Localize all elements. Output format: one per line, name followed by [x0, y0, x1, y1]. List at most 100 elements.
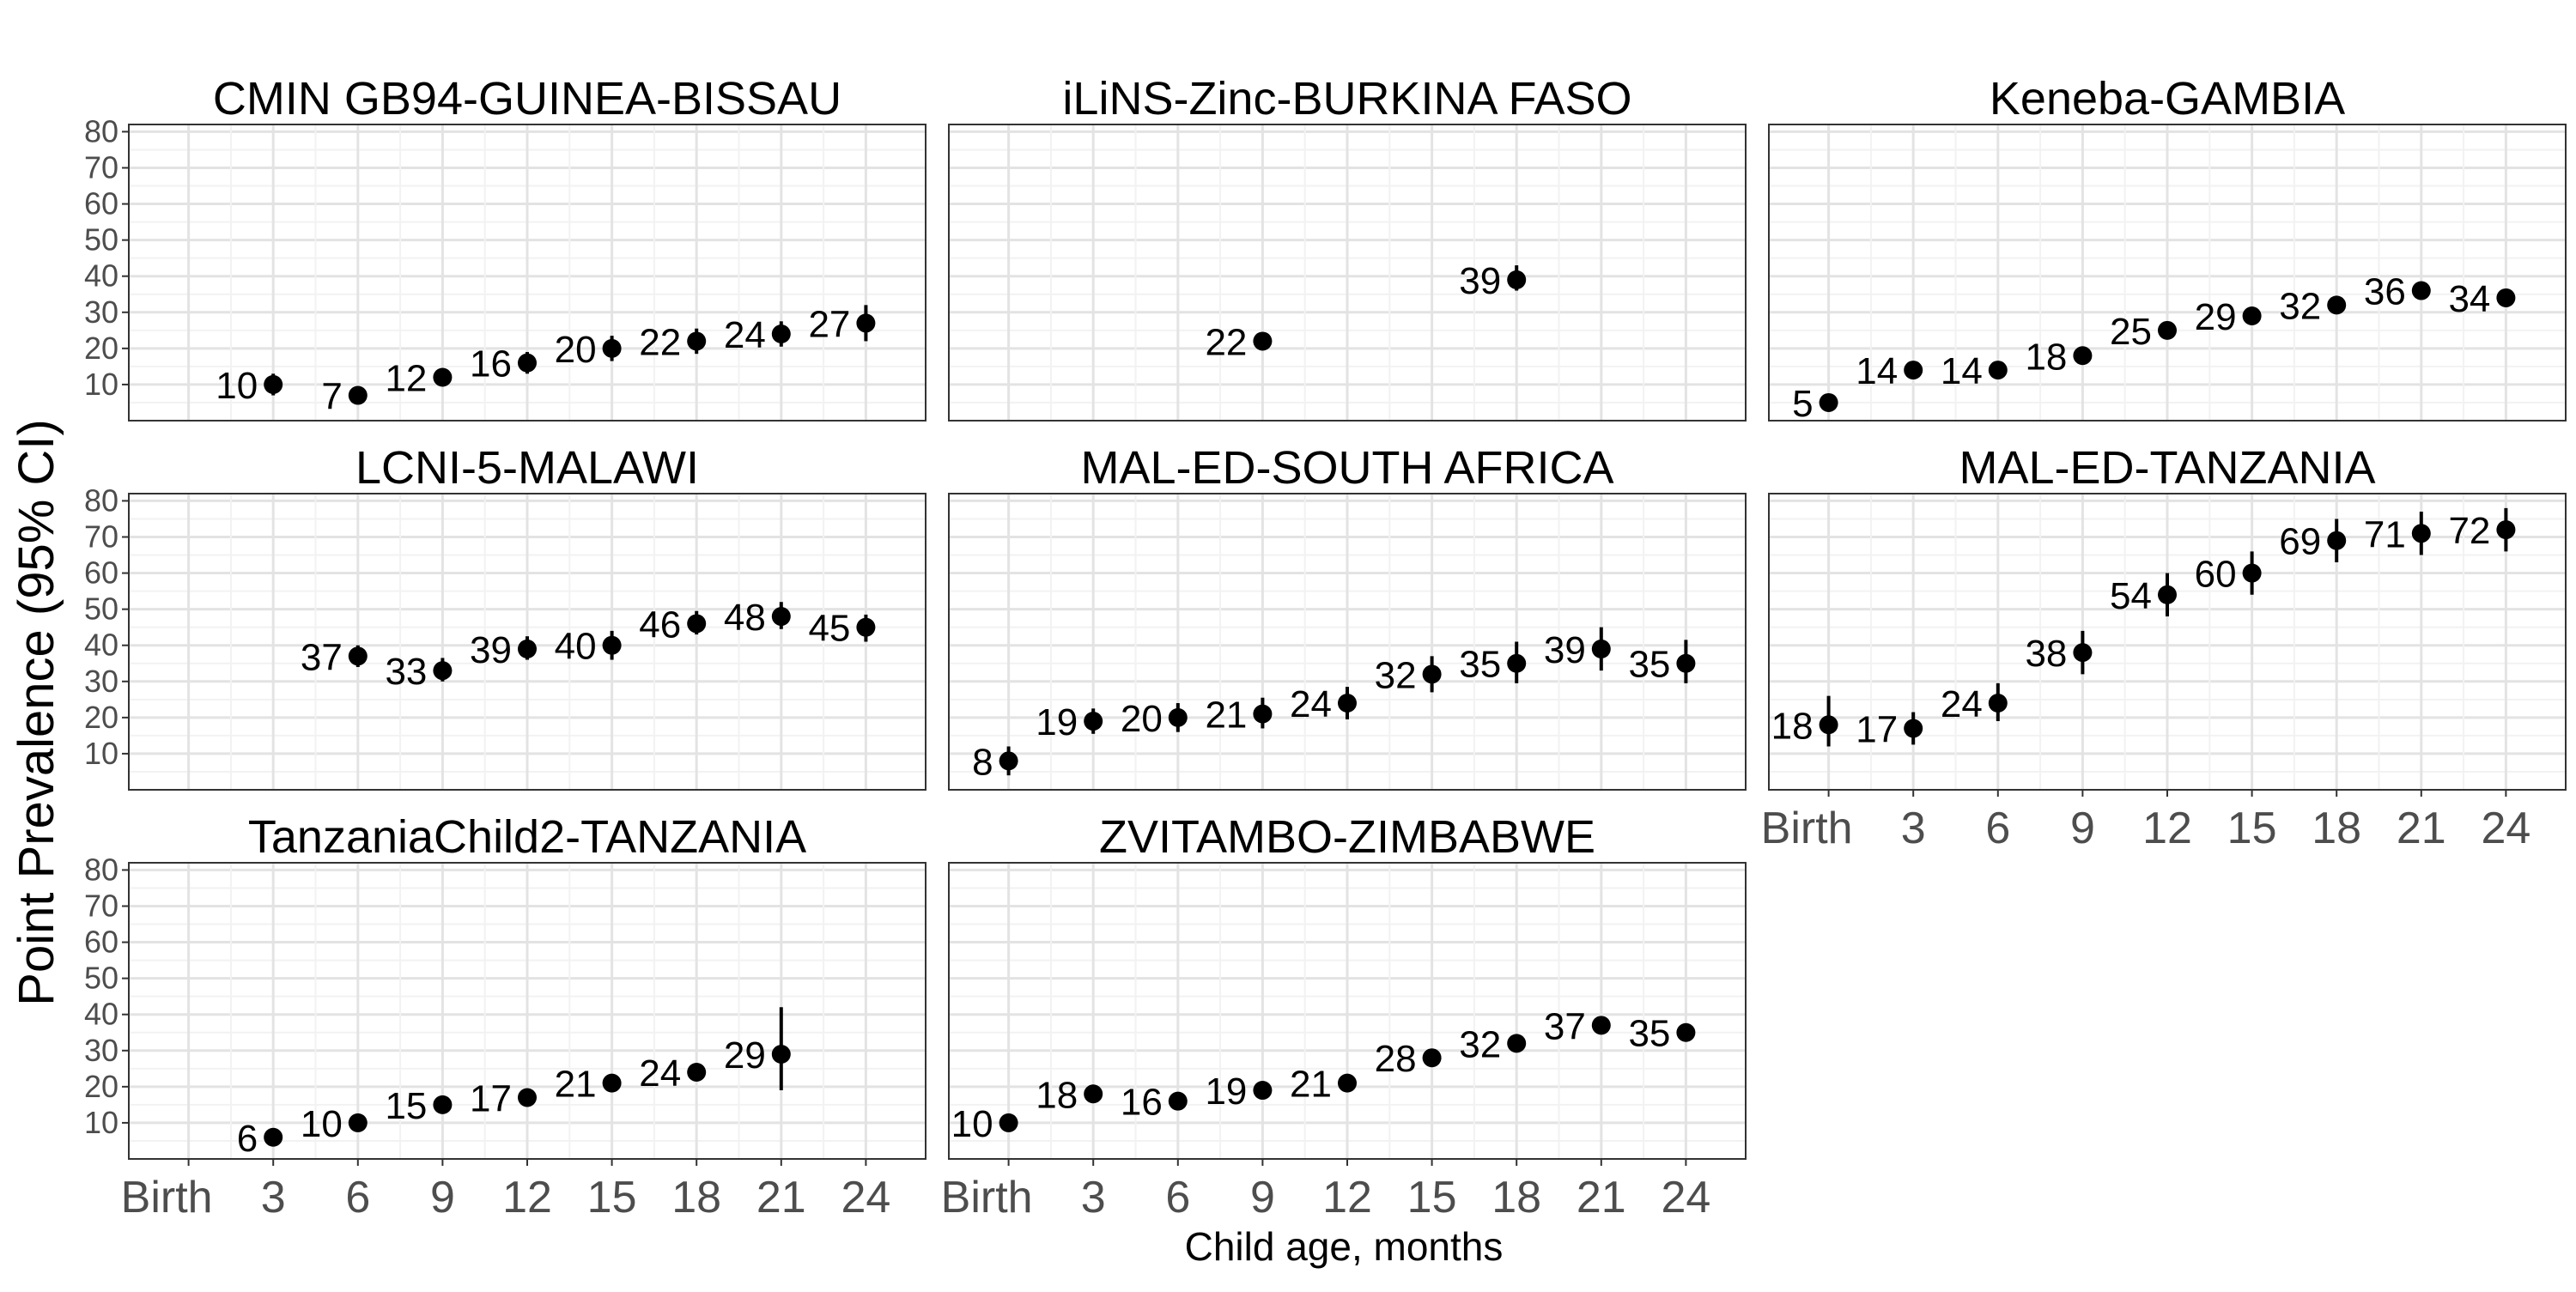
data-point — [433, 661, 453, 681]
data-label: 37 — [301, 636, 343, 678]
data-point — [264, 1127, 283, 1147]
data-point — [348, 385, 368, 405]
data-point — [1988, 694, 2008, 713]
data-label: 60 — [2195, 554, 2237, 596]
data-point — [1253, 1081, 1273, 1101]
data-label: 37 — [1544, 1005, 1586, 1047]
x-tick-label: 3 — [1081, 1173, 1106, 1222]
data-label: 19 — [1036, 701, 1078, 743]
panel-2: iLiNS-Zinc-BURKINA FASO 22 39 — [948, 73, 1747, 422]
data-point — [1988, 361, 2008, 380]
data-point — [1422, 1048, 1442, 1068]
data-label: 39 — [1544, 629, 1586, 671]
data-label: 45 — [808, 608, 850, 650]
data-point — [2242, 306, 2262, 325]
y-tick-label: 40 — [84, 258, 118, 294]
data-label: 29 — [724, 1034, 766, 1077]
data-label: 8 — [972, 741, 993, 783]
data-label: 21 — [1290, 1064, 1332, 1106]
data-label: 19 — [1205, 1071, 1247, 1113]
y-tick-label: 40 — [84, 628, 118, 663]
data-label: 18 — [1771, 705, 1814, 747]
y-tick-label: 30 — [84, 294, 118, 330]
panel-7: TanzaniaChild2-TANZANIA1020304050607080B… — [84, 811, 927, 1222]
panel-border — [1768, 124, 2567, 422]
data-label: 24 — [1941, 683, 1983, 725]
data-label: 35 — [1459, 644, 1501, 686]
x-tick-label: 18 — [2312, 804, 2361, 853]
data-label: 46 — [639, 604, 681, 646]
data-point — [1084, 712, 1103, 731]
data-point — [1904, 361, 1923, 380]
data-point — [602, 1073, 622, 1093]
data-label: 17 — [470, 1077, 512, 1119]
data-point — [1591, 1016, 1611, 1035]
data-point — [2327, 295, 2347, 315]
data-point — [2073, 643, 2093, 663]
data-label: 32 — [1459, 1023, 1501, 1065]
data-point — [1676, 1022, 1696, 1042]
x-tick-label: 12 — [2142, 804, 2192, 853]
panel-title: Keneba-GAMBIA — [1990, 73, 2345, 124]
data-label: 20 — [1121, 698, 1163, 740]
data-label: 54 — [2110, 575, 2152, 617]
y-tick-label: 20 — [84, 331, 118, 366]
data-label: 20 — [555, 329, 597, 371]
data-point — [1819, 392, 1838, 412]
data-point — [1507, 270, 1527, 289]
data-label: 10 — [216, 365, 258, 407]
data-label: 12 — [385, 358, 427, 400]
panel-3: Keneba-GAMBIA 5 14 14 18 25 29 32 36 34 — [1768, 73, 2567, 425]
y-tick-label: 10 — [84, 1105, 118, 1140]
x-tick-label: 6 — [345, 1173, 370, 1222]
panel-title: CMIN GB94-GUINEA-BISSAU — [213, 73, 841, 124]
x-tick-label: 24 — [841, 1173, 890, 1222]
data-point — [771, 325, 791, 344]
data-point — [602, 338, 622, 358]
data-label: 32 — [1375, 654, 1417, 696]
x-tick-label: 18 — [1492, 1173, 1541, 1222]
y-tick-label: 30 — [84, 1033, 118, 1068]
data-label: 39 — [470, 629, 512, 671]
data-point — [2496, 288, 2516, 307]
x-tick-label: 15 — [587, 1173, 637, 1222]
data-point — [1507, 653, 1527, 673]
data-label: 16 — [470, 343, 512, 385]
x-tick-label: 3 — [1901, 804, 1926, 853]
panel-border — [128, 124, 927, 422]
panel-8: ZVITAMBO-ZIMBABWE Birth 3 6 9 12 15 18 21 24 10 18 1… — [941, 811, 1747, 1222]
y-tick-label: 40 — [84, 997, 118, 1032]
x-tick-label: Birth — [941, 1173, 1033, 1222]
y-tick-label: 70 — [84, 519, 118, 554]
data-point — [687, 614, 707, 634]
data-point — [518, 353, 537, 373]
panel-title: MAL-ED-SOUTH AFRICA — [1080, 442, 1613, 494]
data-point — [1168, 1091, 1188, 1111]
data-label: 24 — [724, 314, 766, 356]
x-tick-label: 9 — [430, 1173, 455, 1222]
y-tick-label: 10 — [84, 736, 118, 771]
data-point — [518, 639, 537, 658]
data-label: 21 — [555, 1064, 597, 1106]
data-point — [687, 331, 707, 351]
x-tick-label: 24 — [1661, 1173, 1710, 1222]
data-point — [856, 313, 876, 333]
y-tick-label: 60 — [84, 925, 118, 960]
data-point — [687, 1063, 707, 1083]
data-label: 69 — [2279, 521, 2321, 563]
data-label: 33 — [385, 651, 427, 693]
data-label: 35 — [1628, 1013, 1670, 1055]
data-label: 72 — [2448, 510, 2490, 552]
data-point — [999, 1113, 1018, 1132]
x-tick-label: 12 — [1322, 1173, 1372, 1222]
data-label: 27 — [808, 303, 850, 345]
data-label: 48 — [724, 597, 766, 639]
data-point — [856, 617, 876, 637]
x-tick-label: Birth — [1761, 804, 1853, 853]
data-label: 34 — [2448, 278, 2490, 320]
y-tick-label: 30 — [84, 664, 118, 699]
data-label: 28 — [1375, 1038, 1417, 1080]
panel-border — [948, 493, 1747, 791]
